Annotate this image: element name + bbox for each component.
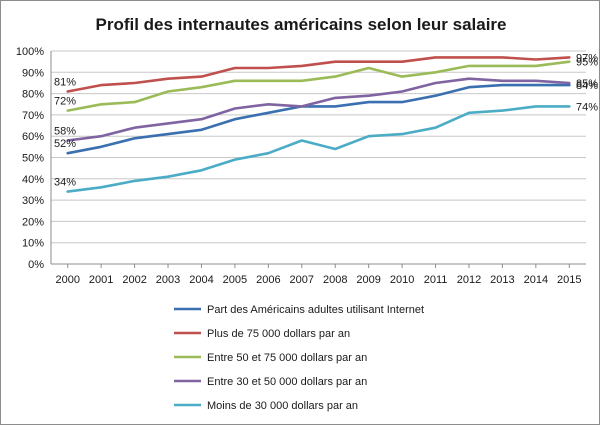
legend-label: Plus de 75 000 dollars par an <box>207 328 350 340</box>
y-tick-label: 10% <box>22 238 44 250</box>
x-tick-label: 2012 <box>457 274 481 286</box>
x-tick-label: 2004 <box>189 274 213 286</box>
start-value-label: 72% <box>54 96 76 108</box>
series-line <box>66 105 571 193</box>
x-tick-label: 2013 <box>490 274 514 286</box>
legend: Part des Américains adultes utilisant In… <box>174 304 424 412</box>
y-tick-label: 100% <box>16 46 44 58</box>
gridlines <box>51 50 586 244</box>
x-tick-label: 2009 <box>356 274 380 286</box>
x-tick-label: 2003 <box>156 274 180 286</box>
y-tick-label: 80% <box>22 89 44 101</box>
series-lines <box>66 56 571 193</box>
y-tick-label: 30% <box>22 195 44 207</box>
start-value-label: 34% <box>54 177 76 189</box>
end-value-label: 84% <box>576 80 598 92</box>
y-tick-label: 90% <box>22 67 44 79</box>
axes <box>50 51 586 268</box>
x-tick-label: 2005 <box>223 274 247 286</box>
start-value-label: 58% <box>54 125 76 137</box>
end-value-label: 74% <box>576 101 598 113</box>
start-value-label: 81% <box>54 76 76 88</box>
x-tick-label: 2006 <box>256 274 280 286</box>
series-line <box>66 56 571 93</box>
legend-label: Entre 50 et 75 000 dollars par an <box>207 352 367 364</box>
y-tick-label: 40% <box>22 174 44 186</box>
chart-title: Profil des internautes américains selon … <box>95 15 506 34</box>
x-tick-label: 2011 <box>424 274 448 286</box>
legend-label: Moins de 30 000 dollars par an <box>207 400 358 412</box>
x-tick-label: 2001 <box>89 274 113 286</box>
x-tick-label: 2000 <box>55 274 79 286</box>
series-line <box>66 77 571 142</box>
y-tick-label: 70% <box>22 110 44 122</box>
end-value-label: 97% <box>576 52 598 64</box>
y-tick-label: 60% <box>22 131 44 143</box>
x-tick-label: 2014 <box>524 274 548 286</box>
x-tick-label: 2002 <box>122 274 146 286</box>
x-tick-label: 2008 <box>323 274 347 286</box>
series-line <box>66 60 571 112</box>
data-labels: 52% 84% 81% 97% 72% 95% 58% 85% 34% 74% <box>54 52 598 188</box>
x-tick-labels: 2000 2001 2002 2003 2004 2005 2006 2007 2008 2009… <box>55 274 581 286</box>
end-value-label: 95% <box>576 57 598 69</box>
y-tick-label: 50% <box>22 153 44 165</box>
x-tick-label: 2010 <box>390 274 414 286</box>
x-tick-label: 2007 <box>290 274 314 286</box>
y-tick-labels: 0% 10% 20% 30% 40% 50% 60% 70% 80% 90% 100% <box>16 46 44 271</box>
y-tick-label: 0% <box>28 259 44 271</box>
series-line <box>66 83 571 155</box>
legend-label: Entre 30 et 50 000 dollars par an <box>207 376 367 388</box>
x-tick-label: 2015 <box>557 274 581 286</box>
start-value-label: 52% <box>54 138 76 150</box>
y-tick-label: 20% <box>22 216 44 228</box>
legend-label: Part des Américains adultes utilisant In… <box>207 304 424 316</box>
end-value-label: 85% <box>576 78 598 90</box>
